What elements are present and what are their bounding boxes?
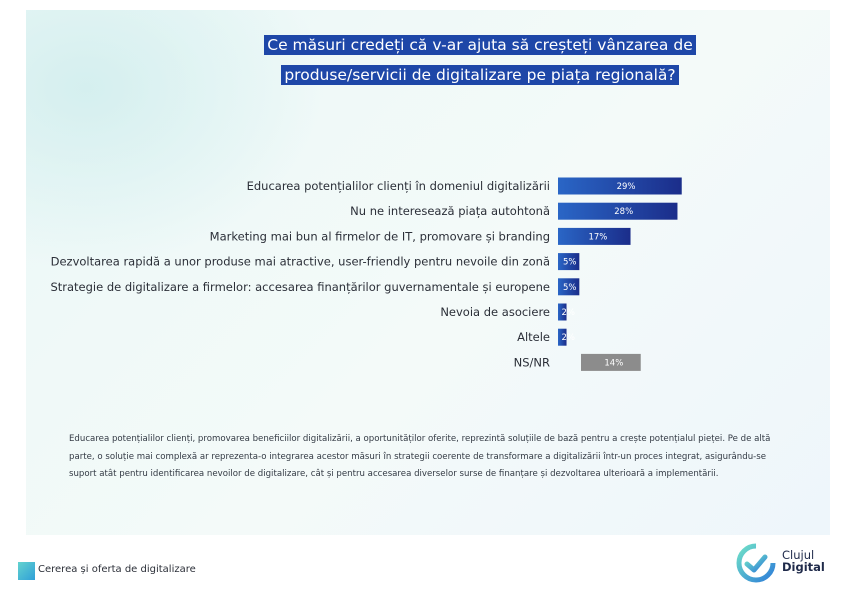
chart-title-text-2: produse/servicii de digitalizare pe piaț… [281,65,679,85]
bar-value-label: 5% [563,283,577,293]
bar-value-label: 29% [617,182,636,192]
bar-value-label: 5% [563,258,577,268]
logo-line-1: Clujul [782,548,815,562]
cluj-digital-logo-icon [736,543,776,583]
bar [558,328,567,346]
bar [581,353,641,371]
bar-value-label: 2% [562,333,576,343]
category-label: Nevoia de asociere [440,305,550,319]
chart-title-line-1: Ce măsuri credeți că v-ar ajuta să creșt… [120,30,840,60]
bar [558,253,580,271]
commentary-text: Educarea potențialilor clienți, promovar… [69,434,771,479]
category-label: Dezvoltarea rapidă a unor produse mai at… [51,255,550,269]
section-color-swatch [18,562,35,580]
category-label: Nu ne interesează piața autohtonă [350,204,550,218]
bar-value-label: 28% [614,207,633,217]
bar [558,227,631,245]
category-label: Marketing mai bun al firmelor de IT, pro… [210,229,550,243]
logo-line-2: Digital [782,560,825,574]
category-label: Altele [517,330,550,344]
bar [558,177,682,195]
chart-title-line-2: produse/servicii de digitalizare pe piaț… [120,60,840,90]
footer-section-label: Cererea și oferta de digitalizare [38,564,196,575]
bar-value-label: 17% [588,232,607,242]
category-label: Educarea potențialilor clienți în domeni… [247,179,550,193]
bar-value-label: 14% [604,358,623,368]
category-label: Strategie de digitalizare a firmelor: ac… [50,280,550,294]
bar-value-label: 2% [562,308,576,318]
category-label: NS/NR [514,355,550,369]
bar [558,303,567,321]
logo-wordmark: Clujul Digital [782,549,825,573]
bar [558,202,678,220]
bar [558,278,580,296]
chart-title-text-1: Ce măsuri credeți că v-ar ajuta să creșt… [264,35,696,55]
